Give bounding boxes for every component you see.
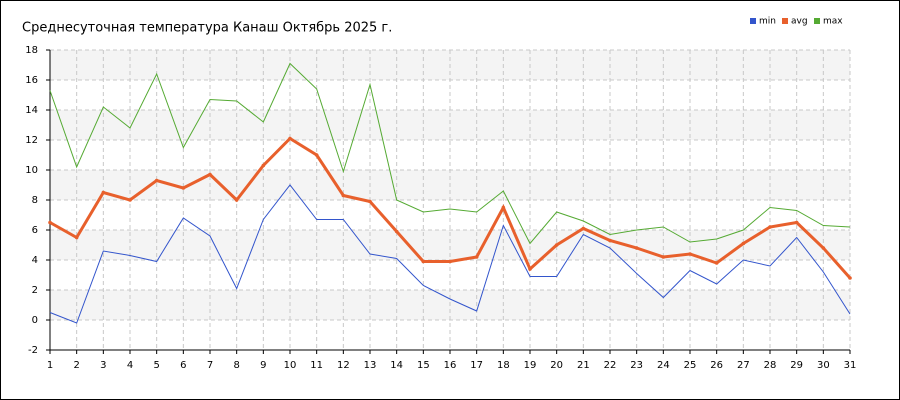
legend-text: max xyxy=(823,17,843,27)
point xyxy=(48,220,52,225)
y-tick-label: 10 xyxy=(25,165,38,176)
x-tick-label: 22 xyxy=(604,360,617,371)
x-tick-label: 1 xyxy=(47,360,53,371)
x-tick-label: 4 xyxy=(127,360,133,371)
y-tick-label: 6 xyxy=(32,225,38,236)
point xyxy=(528,267,532,271)
point xyxy=(848,276,852,280)
y-tick-label: 16 xyxy=(25,75,38,86)
point xyxy=(341,193,346,198)
series-line xyxy=(49,62,851,245)
x-tick-label: 28 xyxy=(764,360,777,371)
point xyxy=(474,255,479,259)
point xyxy=(208,172,212,177)
point xyxy=(101,190,106,195)
point xyxy=(421,259,426,264)
point xyxy=(288,136,292,141)
point xyxy=(368,199,372,204)
x-tick-label: 3 xyxy=(100,360,106,371)
x-tick-label: 31 xyxy=(844,360,857,371)
point xyxy=(768,225,772,229)
x-tick-label: 14 xyxy=(390,360,403,371)
point xyxy=(394,229,399,234)
x-tick-label: 24 xyxy=(657,360,670,371)
legend-swatch xyxy=(750,18,756,24)
x-tick-label: 6 xyxy=(180,360,186,371)
x-tick-label: 15 xyxy=(417,360,430,371)
y-tick-label: 14 xyxy=(25,105,38,116)
x-tick-label: 18 xyxy=(497,360,510,371)
point xyxy=(74,235,79,240)
point xyxy=(128,198,132,202)
legend-swatch xyxy=(782,18,788,24)
legend-text: avg xyxy=(791,17,808,27)
x-tick-label: 26 xyxy=(710,360,723,371)
point xyxy=(634,246,639,250)
x-tick-label: 2 xyxy=(73,360,79,371)
point xyxy=(741,241,746,246)
x-tick-label: 8 xyxy=(233,360,239,371)
point xyxy=(314,153,319,157)
point xyxy=(794,220,799,225)
y-tick-label: 18 xyxy=(25,45,38,56)
y-tick-label: -2 xyxy=(28,345,38,356)
point xyxy=(234,198,239,202)
x-tick-label: 13 xyxy=(364,360,377,371)
series-line xyxy=(49,184,851,324)
x-tick-label: 23 xyxy=(630,360,643,371)
x-tick-label: 27 xyxy=(737,360,750,371)
point xyxy=(554,243,559,247)
point xyxy=(448,259,452,264)
y-tick-label: 2 xyxy=(32,285,38,296)
point xyxy=(581,226,586,231)
legend-text: min xyxy=(759,17,776,27)
y-tick-label: 8 xyxy=(32,195,38,206)
x-tick-label: 11 xyxy=(310,360,323,371)
x-tick-label: 30 xyxy=(817,360,830,371)
y-tick-label: 0 xyxy=(32,315,38,326)
x-tick-label: 5 xyxy=(153,360,159,371)
point xyxy=(688,252,692,256)
y-tick-label: 4 xyxy=(32,255,38,266)
x-tick-label: 21 xyxy=(577,360,590,371)
x-tick-label: 10 xyxy=(284,360,297,371)
x-tick-label: 12 xyxy=(337,360,350,371)
x-tick-label: 9 xyxy=(260,360,266,371)
point xyxy=(661,255,666,259)
point xyxy=(714,261,719,265)
x-tick-label: 16 xyxy=(444,360,457,371)
legend-swatch xyxy=(814,18,820,24)
point xyxy=(181,186,186,190)
x-tick-label: 20 xyxy=(550,360,563,371)
x-tick-label: 19 xyxy=(524,360,537,371)
point xyxy=(608,238,612,243)
x-tick-label: 29 xyxy=(790,360,803,371)
point xyxy=(154,178,159,183)
point xyxy=(261,163,266,168)
x-tick-label: 7 xyxy=(207,360,213,371)
x-tick-label: 17 xyxy=(470,360,483,371)
chart-title: Среднесуточная температура Канаш Октябрь… xyxy=(22,21,392,36)
x-tick-label: 25 xyxy=(684,360,697,371)
y-tick-label: 12 xyxy=(25,135,38,146)
point xyxy=(821,246,826,250)
point xyxy=(501,205,506,210)
